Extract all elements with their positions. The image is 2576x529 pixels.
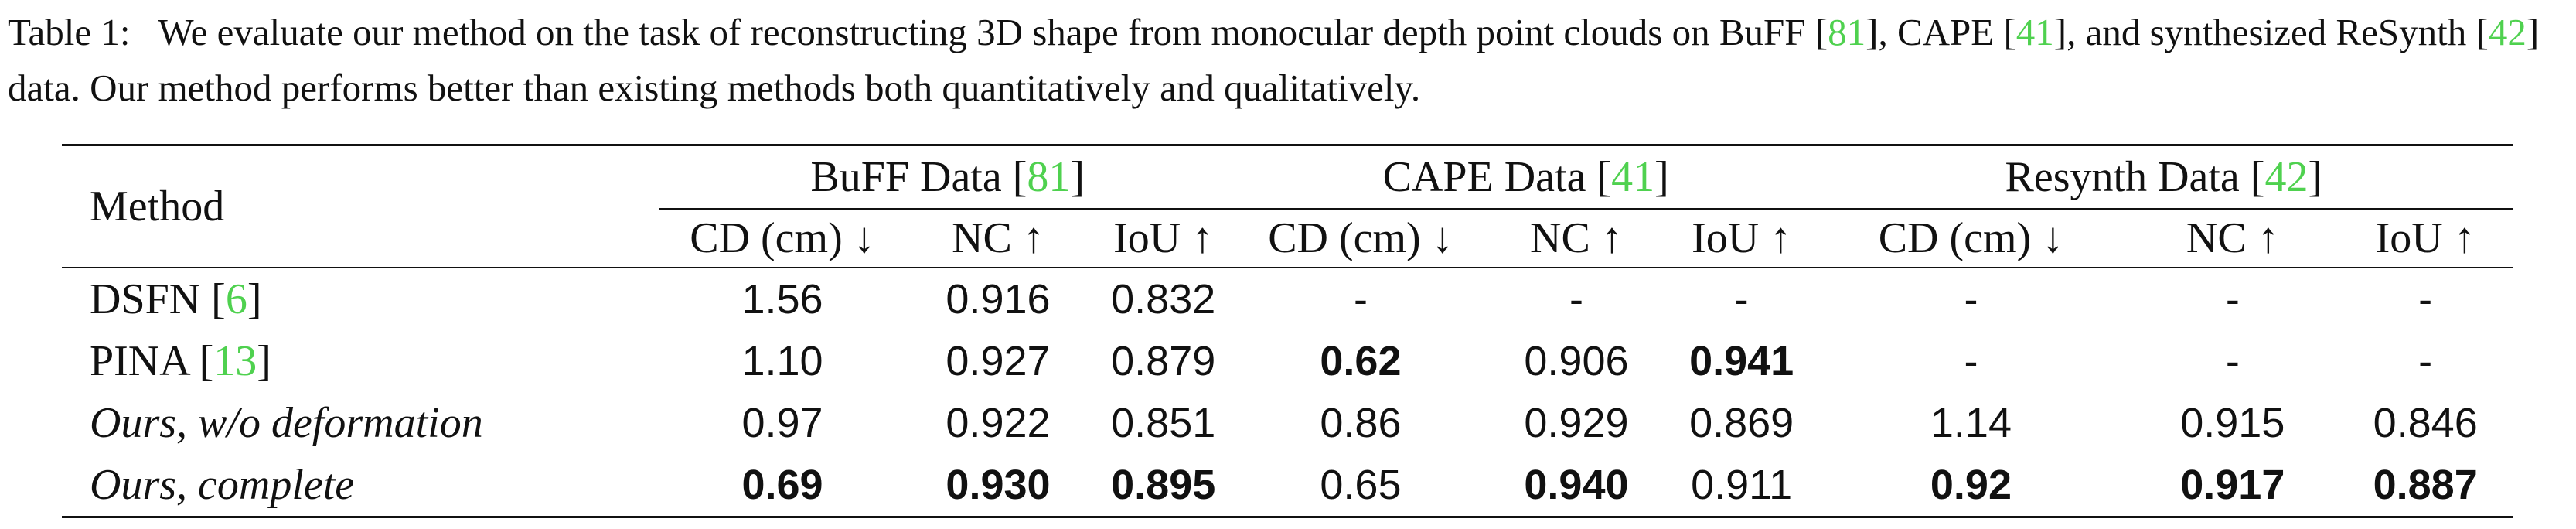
table-cell: 0.922 [946, 400, 1051, 446]
table-row: DSFN [6] 1.56 0.916 0.832 - - - - - - [62, 267, 2513, 330]
table-cell: 0.832 [1089, 267, 1237, 330]
table-cell: - [2338, 267, 2513, 330]
table-cell: 0.869 [1689, 400, 1794, 446]
metric-header: CD (cm) ↓ [1268, 214, 1453, 262]
metric-header: CD (cm) ↓ [690, 214, 875, 262]
table-cell: 0.895 [1089, 454, 1237, 518]
table-cell: 0.97 [741, 400, 823, 446]
table-cell: 0.941 [1689, 338, 1794, 384]
metric-header: IoU ↑ [1692, 214, 1792, 262]
table-cell: - [1484, 267, 1668, 330]
table-cell: 1.10 [741, 338, 823, 384]
table-row: PINA [13] 1.10 0.927 0.879 0.62 0.906 0.… [62, 330, 2513, 392]
table-cell: - [2127, 267, 2339, 330]
caption-text-2: ], CAPE [ [1866, 11, 2016, 53]
citation-link[interactable]: 41 [2015, 11, 2054, 53]
table-cell: 0.929 [1524, 400, 1629, 446]
table-cell: - [1236, 267, 1485, 330]
method-name: Ours, w/o deformation [90, 399, 483, 447]
table-cell: 1.14 [1930, 400, 2012, 446]
citation-link[interactable]: 13 [213, 337, 257, 385]
metric-header: CD (cm) ↓ [1878, 214, 2064, 262]
results-table: Method BuFF Data [81] CAPE Data [41] Res… [62, 144, 2513, 518]
table-cell: - [1814, 267, 2128, 330]
table-cell: 0.879 [1111, 338, 1216, 384]
table-cell: 0.917 [2127, 454, 2339, 518]
citation-link[interactable]: 81 [1828, 11, 1866, 53]
table-row: Ours, complete 0.69 0.930 0.895 0.65 0.9… [62, 454, 2513, 518]
metric-header: NC ↑ [1530, 214, 1623, 262]
table-cell: - [1668, 267, 1815, 330]
table-cell: 0.92 [1814, 454, 2128, 518]
table-cell: 0.851 [1111, 400, 1216, 446]
table-cell: 0.86 [1320, 400, 1402, 446]
table-cell: 0.916 [906, 267, 1090, 330]
table-cell: 0.887 [2338, 454, 2513, 518]
citation-link[interactable]: 81 [1027, 153, 1071, 201]
method-name: PINA [13] [90, 337, 271, 385]
caption-text-4: ] data. Our method performs better than … [8, 11, 2540, 109]
header-row-groups: Method BuFF Data [81] CAPE Data [41] Res… [62, 144, 2513, 268]
table-cell: 0.65 [1236, 454, 1485, 518]
table-cell: 0.915 [2180, 400, 2285, 446]
method-column-header: Method [62, 144, 659, 268]
table-cell: 0.930 [906, 454, 1090, 518]
caption-label: Table 1: [8, 11, 131, 53]
caption-text-1: We evaluate our method on the task of re… [158, 11, 1828, 53]
table-cell: 0.940 [1484, 454, 1668, 518]
table-cell: 1.56 [658, 267, 907, 330]
table-cell: 0.911 [1668, 454, 1815, 518]
metric-header: NC ↑ [2186, 214, 2279, 262]
table-cell: - [2225, 338, 2240, 384]
citation-link[interactable]: 42 [2488, 11, 2527, 53]
metric-header: NC ↑ [952, 214, 1044, 262]
caption-text-3: ], and synthesized ReSynth [ [2053, 11, 2489, 53]
citation-link[interactable]: 6 [225, 275, 247, 323]
table-row: Ours, w/o deformation 0.97 0.922 0.851 0… [62, 392, 2513, 454]
header-row-metrics: CD (cm) ↓ NC ↑ IoU ↑ CD (cm) ↓ NC ↑ IoU … [62, 209, 2513, 268]
method-name: DSFN [6] [62, 267, 659, 330]
table-caption: Table 1: We evaluate our method on the t… [8, 5, 2568, 116]
table-cell: 0.69 [658, 454, 907, 518]
citation-link[interactable]: 42 [2264, 153, 2309, 201]
table-cell: 0.62 [1320, 338, 1402, 384]
method-name: Ours, complete [62, 454, 659, 518]
table-cell: 0.906 [1524, 338, 1629, 384]
table-cell: 0.846 [2373, 400, 2478, 446]
metric-header: IoU ↑ [2375, 214, 2475, 262]
citation-link[interactable]: 41 [1611, 153, 1655, 201]
group-header-resynth: Resynth Data [42] [1814, 144, 2513, 210]
table-cell: 0.927 [946, 338, 1051, 384]
group-header-buff: BuFF Data [81] [658, 144, 1237, 210]
table-cell: - [1964, 338, 1978, 384]
group-header-cape: CAPE Data [41] [1236, 144, 1815, 210]
table-cell: - [2418, 338, 2433, 384]
metric-header: IoU ↑ [1113, 214, 1214, 262]
